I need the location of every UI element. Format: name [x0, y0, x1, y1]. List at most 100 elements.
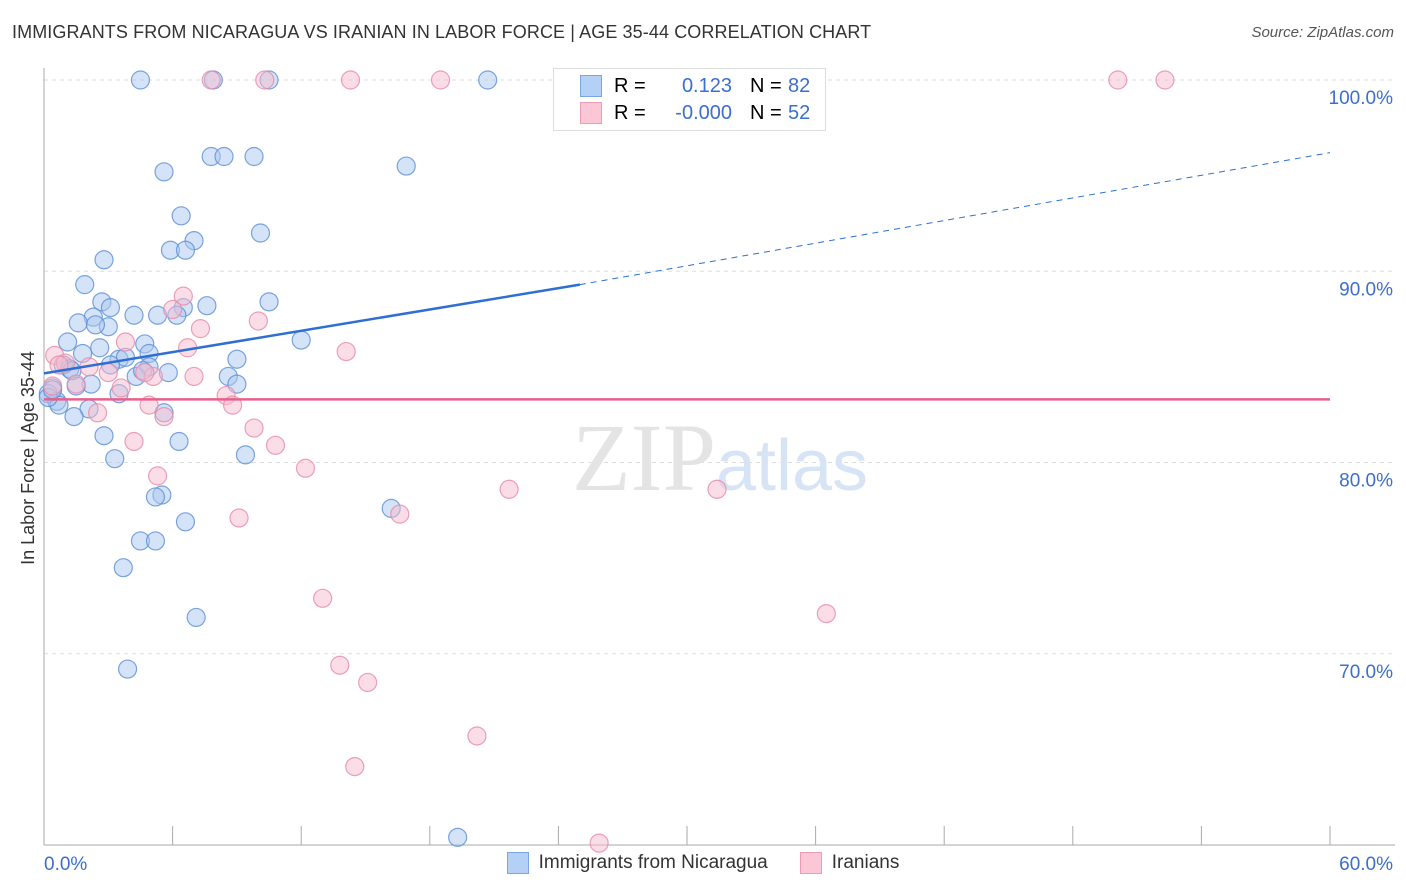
legend-row-nicaragua: R = 0.123 N = 82	[580, 73, 810, 99]
data-point	[94, 426, 114, 446]
y-tick-label: 100.0%	[1329, 88, 1394, 109]
data-point	[430, 70, 451, 90]
data-point	[169, 431, 189, 452]
data-point	[340, 70, 361, 90]
data-point	[248, 311, 268, 331]
data-point	[68, 313, 88, 333]
x-tick-label: 60.0%	[1339, 854, 1393, 875]
data-point	[336, 341, 356, 362]
legend-item-nicaragua[interactable]: Immigrants from Nicaragua	[506, 852, 768, 874]
data-point	[175, 512, 196, 532]
data-point	[467, 726, 487, 746]
data-point	[66, 374, 86, 394]
chart-title: IMMIGRANTS FROM NICARAGUA VS IRANIAN IN …	[12, 22, 872, 42]
data-point	[1108, 70, 1128, 90]
legend-label: Iranians	[831, 852, 900, 873]
data-point	[100, 297, 121, 318]
data-point	[291, 330, 311, 350]
data-point	[163, 299, 183, 320]
data-point	[816, 603, 836, 624]
data-point	[448, 827, 468, 847]
r-label: R =	[614, 101, 646, 124]
n-value: 82	[788, 74, 811, 97]
data-point	[396, 156, 416, 176]
n-value: 52	[788, 101, 811, 124]
data-point	[358, 672, 378, 693]
data-point	[478, 70, 498, 90]
data-point	[259, 292, 279, 312]
data-point	[145, 531, 166, 551]
blue-swatch	[580, 75, 602, 97]
data-point	[113, 558, 133, 578]
data-point	[265, 435, 286, 455]
data-point	[115, 332, 136, 352]
stats-legend: R = 0.123 N = 82 R = -0.000 N = 52	[553, 68, 826, 131]
data-point	[145, 487, 166, 507]
blue-swatch	[506, 852, 529, 874]
data-point	[98, 363, 118, 383]
data-point	[295, 458, 316, 478]
data-point	[345, 756, 365, 777]
data-point	[190, 319, 211, 339]
y-tick-label: 90.0%	[1339, 279, 1393, 300]
data-point	[154, 407, 174, 427]
n-label: N =	[750, 101, 782, 124]
r-value: 0.123	[681, 74, 732, 97]
data-point	[171, 206, 191, 226]
data-point	[111, 378, 131, 398]
y-axis-label: In Labor Force | Age 35-44	[18, 351, 38, 565]
legend-row-iranians: R = -0.000 N = 52	[580, 100, 810, 126]
x-tick-label: 0.0%	[44, 854, 87, 875]
data-point	[154, 162, 174, 182]
pink-swatch	[580, 102, 602, 124]
series-legend: Immigrants from Nicaragua Iranians	[0, 852, 1406, 874]
data-point	[244, 418, 264, 438]
data-point	[64, 407, 84, 427]
data-point	[229, 508, 249, 528]
legend-item-iranians[interactable]: Iranians	[799, 852, 900, 874]
data-point	[94, 250, 114, 270]
series-iranians	[42, 70, 1175, 853]
data-point	[105, 449, 125, 469]
data-point	[124, 305, 144, 325]
data-point	[214, 146, 234, 167]
data-point	[175, 240, 196, 260]
data-point	[184, 366, 204, 387]
data-point	[135, 363, 155, 383]
r-value: -0.000	[675, 101, 732, 124]
data-point	[707, 479, 727, 499]
y-tick-label: 70.0%	[1339, 662, 1393, 683]
data-point	[1155, 70, 1175, 90]
legend-label: Immigrants from Nicaragua	[538, 852, 768, 873]
data-point	[147, 466, 168, 486]
n-label: N =	[750, 74, 782, 97]
data-point	[499, 479, 519, 499]
data-point	[244, 146, 264, 167]
trend-line-nicaragua	[43, 283, 581, 375]
data-point	[235, 445, 256, 465]
source-label: Source: ZipAtlas.com	[1251, 24, 1394, 41]
data-point	[173, 286, 193, 306]
series-nicaragua	[38, 70, 498, 847]
data-point	[75, 275, 95, 295]
watermark: ZIPatlas	[572, 404, 868, 511]
data-point	[201, 70, 221, 90]
data-point	[589, 833, 609, 853]
data-point	[390, 504, 410, 524]
data-point	[90, 338, 110, 358]
trend-line-nicaragua-dashed	[579, 152, 1331, 286]
data-point	[186, 607, 206, 628]
pink-swatch	[799, 852, 822, 874]
y-tick-label: 80.0%	[1339, 471, 1393, 492]
data-point	[250, 223, 271, 243]
data-point	[117, 659, 138, 679]
data-point	[313, 588, 333, 608]
data-point	[227, 349, 247, 369]
data-point	[87, 403, 108, 423]
data-point	[130, 70, 151, 90]
data-point	[330, 655, 350, 675]
data-point	[255, 70, 275, 90]
data-point	[57, 332, 78, 352]
